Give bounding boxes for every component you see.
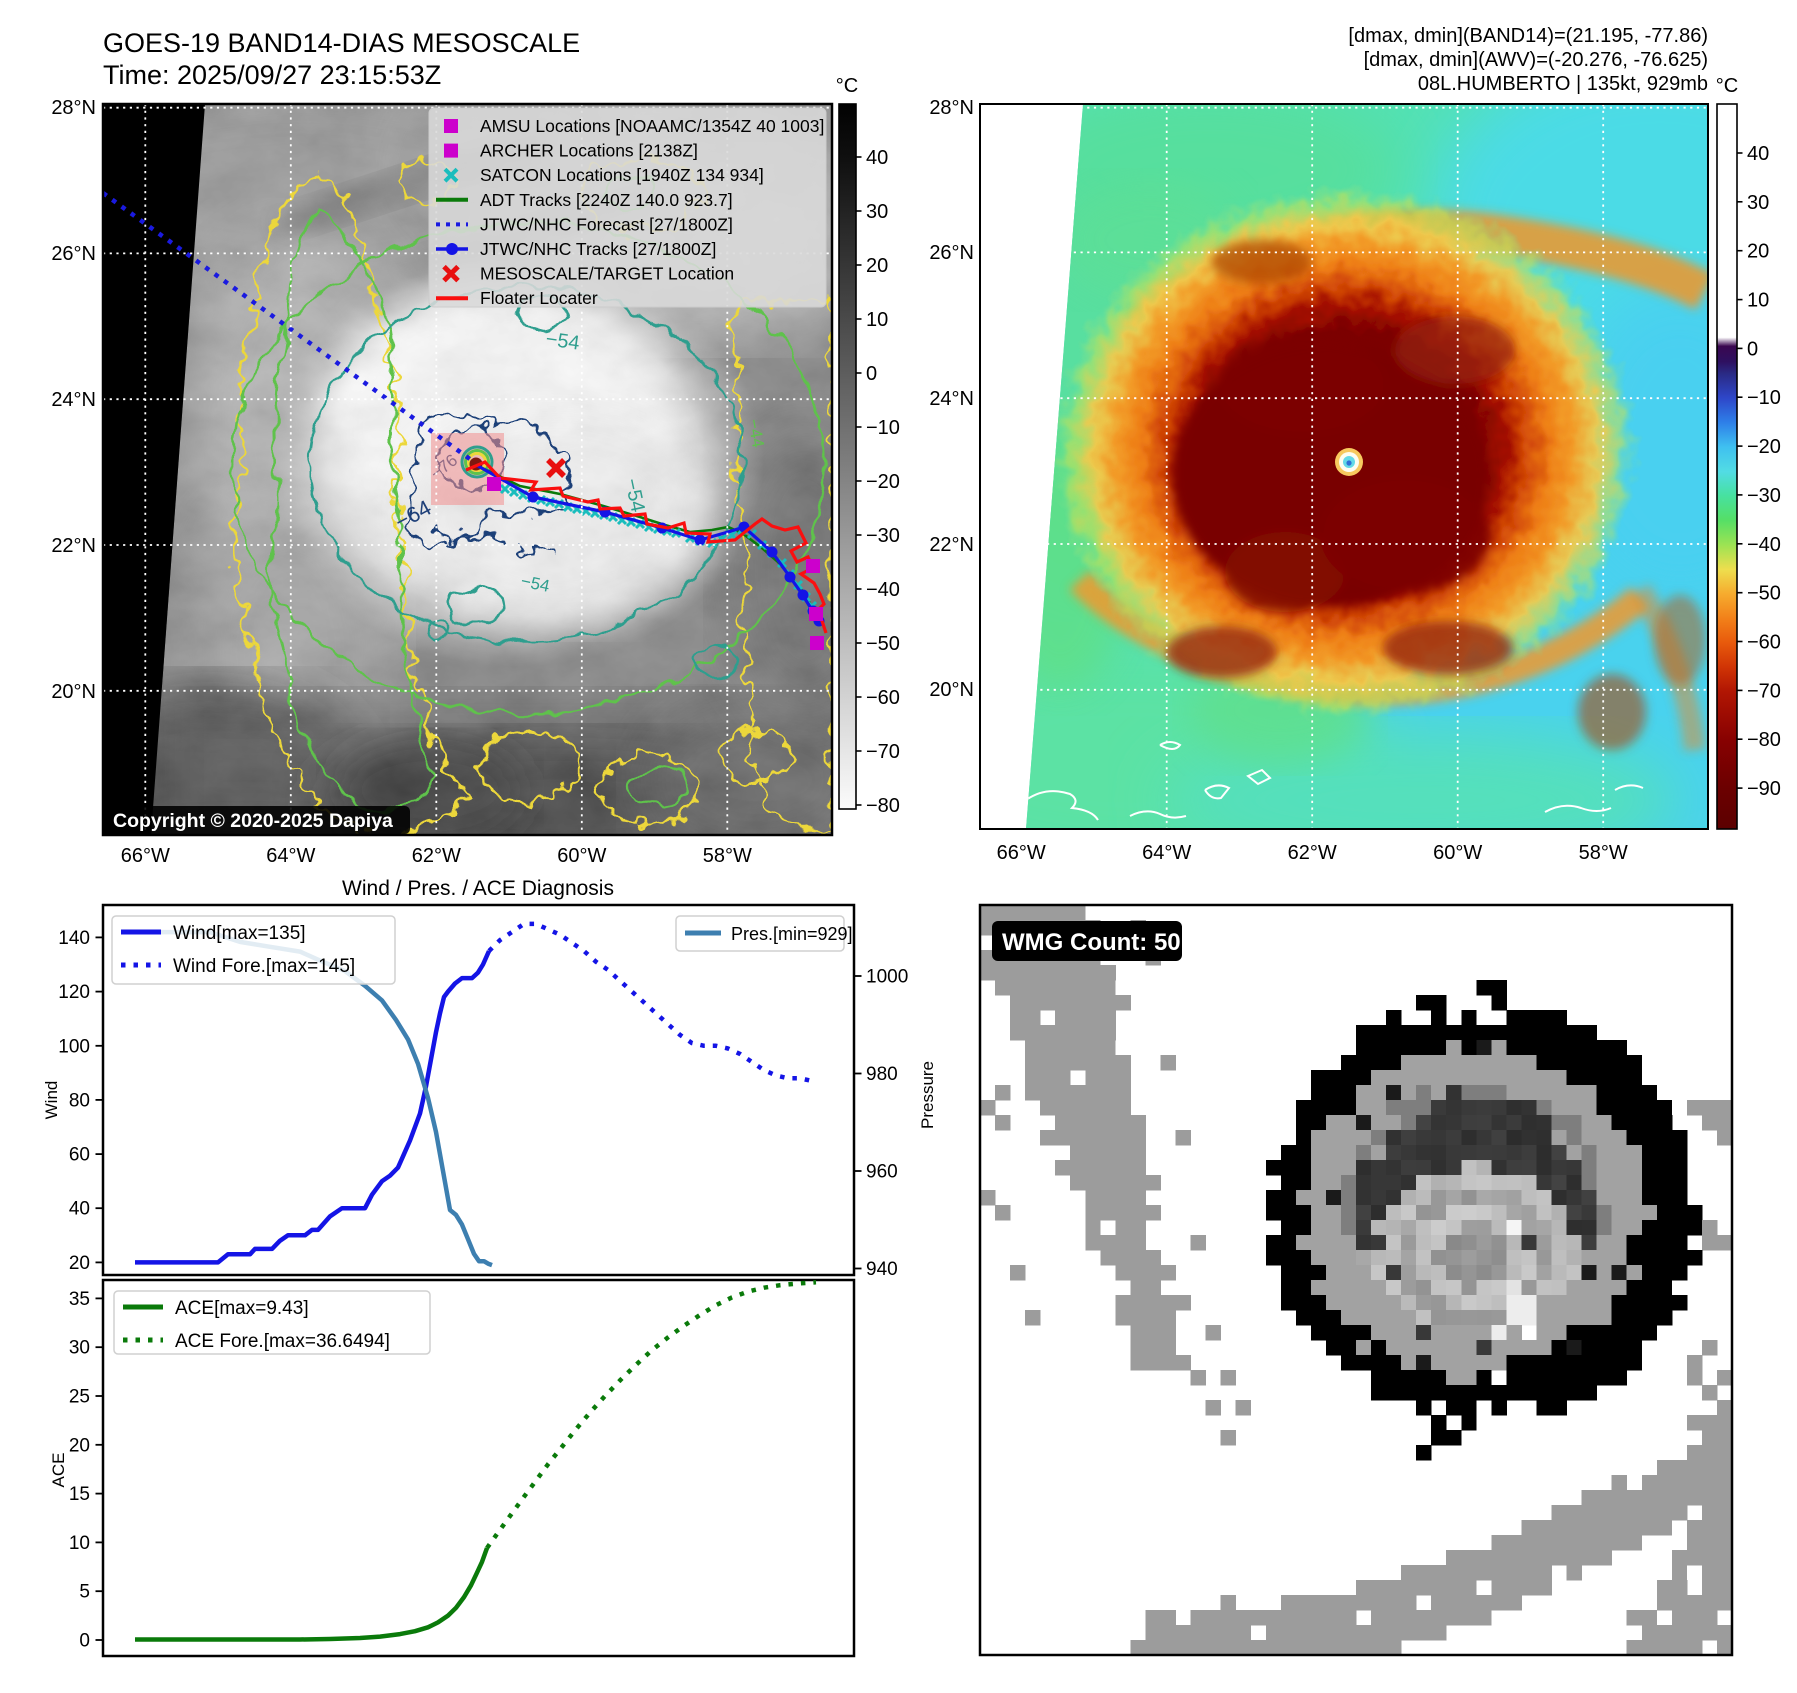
svg-text:[dmax, dmin](AWV)=(-20.276, -7: [dmax, dmin](AWV)=(-20.276, -76.625) — [1364, 49, 1708, 71]
svg-text:10: 10 — [1747, 290, 1769, 312]
svg-text:ACE Fore.[max=36.6494]: ACE Fore.[max=36.6494] — [175, 1331, 390, 1352]
svg-text:GOES-19 BAND14-DIAS MESOSCALE: GOES-19 BAND14-DIAS MESOSCALE — [103, 28, 580, 58]
svg-text:SATCON Locations [1940Z 134 93: SATCON Locations [1940Z 134 934] — [480, 165, 764, 185]
svg-text:20°N: 20°N — [51, 681, 96, 703]
svg-text:26°N: 26°N — [51, 243, 96, 265]
svg-text:Pres.[min=929]: Pres.[min=929] — [731, 924, 853, 944]
svg-text:−40: −40 — [1747, 534, 1781, 556]
svg-text:10: 10 — [866, 309, 888, 331]
svg-text:Wind / Pres. / ACE Diagnosis: Wind / Pres. / ACE Diagnosis — [342, 877, 614, 900]
svg-text:120: 120 — [58, 982, 90, 1003]
svg-text:AMSU Locations [NOAAMC/1354Z 4: AMSU Locations [NOAAMC/1354Z 40 1003] — [480, 116, 824, 136]
svg-text:24°N: 24°N — [51, 389, 96, 411]
svg-text:ADT Tracks [2240Z 140.0 923.7]: ADT Tracks [2240Z 140.0 923.7] — [480, 190, 733, 210]
svg-text:Pressure: Pressure — [918, 1061, 937, 1129]
svg-text:[dmax, dmin](BAND14)=(21.195,: [dmax, dmin](BAND14)=(21.195, -77.86) — [1348, 25, 1708, 47]
svg-text:0: 0 — [79, 1631, 90, 1652]
svg-text:Floater Locater: Floater Locater — [480, 288, 598, 308]
svg-text:°C: °C — [1716, 75, 1738, 97]
svg-text:20°N: 20°N — [929, 679, 974, 701]
svg-text:22°N: 22°N — [929, 534, 974, 556]
svg-text:22°N: 22°N — [51, 535, 96, 557]
svg-text:62°W: 62°W — [1288, 842, 1337, 864]
svg-text:58°W: 58°W — [703, 845, 752, 867]
svg-text:30: 30 — [69, 1338, 90, 1359]
svg-text:80: 80 — [69, 1090, 90, 1111]
svg-text:−50: −50 — [1747, 583, 1781, 605]
svg-text:JTWC/NHC Tracks [27/1800Z]: JTWC/NHC Tracks [27/1800Z] — [480, 239, 716, 259]
svg-text:28°N: 28°N — [929, 97, 974, 119]
svg-text:−40: −40 — [866, 579, 900, 601]
svg-text:−30: −30 — [1747, 485, 1781, 507]
svg-text:−80: −80 — [866, 795, 900, 817]
svg-text:08L.HUMBERTO | 135kt, 929mb: 08L.HUMBERTO | 135kt, 929mb — [1418, 73, 1708, 95]
svg-text:140: 140 — [58, 928, 90, 949]
svg-text:−70: −70 — [866, 741, 900, 763]
svg-text:960: 960 — [866, 1162, 898, 1183]
svg-text:62°W: 62°W — [412, 845, 461, 867]
svg-text:60°W: 60°W — [1433, 842, 1482, 864]
svg-text:−20: −20 — [866, 471, 900, 493]
svg-text:5: 5 — [79, 1582, 90, 1603]
svg-text:0: 0 — [1747, 338, 1758, 360]
svg-text:JTWC/NHC Forecast [27/1800Z]: JTWC/NHC Forecast [27/1800Z] — [480, 214, 733, 234]
svg-text:35: 35 — [69, 1289, 90, 1310]
svg-text:20: 20 — [69, 1253, 90, 1274]
svg-text:−10: −10 — [1747, 387, 1781, 409]
svg-text:30: 30 — [1747, 192, 1769, 214]
svg-text:980: 980 — [866, 1064, 898, 1085]
svg-text:−44: −44 — [744, 417, 768, 449]
svg-text:Copyright © 2020-2025 Dapiya: Copyright © 2020-2025 Dapiya — [113, 810, 393, 832]
svg-text:ACE[max=9.43]: ACE[max=9.43] — [175, 1298, 309, 1319]
svg-text:−54: −54 — [544, 328, 581, 355]
svg-text:60: 60 — [69, 1145, 90, 1166]
svg-text:40: 40 — [1747, 143, 1769, 165]
svg-text:Wind[max=135]: Wind[max=135] — [173, 923, 306, 944]
svg-text:20: 20 — [1747, 241, 1769, 263]
svg-text:1000: 1000 — [866, 967, 908, 988]
svg-text:WMG Count: 50: WMG Count: 50 — [1002, 929, 1181, 956]
svg-text:−60: −60 — [866, 687, 900, 709]
svg-text:−50: −50 — [866, 633, 900, 655]
svg-text:0: 0 — [866, 363, 877, 385]
svg-text:58°W: 58°W — [1579, 842, 1628, 864]
svg-text:66°W: 66°W — [121, 845, 170, 867]
svg-text:20: 20 — [69, 1435, 90, 1456]
svg-text:10: 10 — [69, 1533, 90, 1554]
svg-text:28°N: 28°N — [51, 97, 96, 119]
svg-text:−30: −30 — [866, 525, 900, 547]
svg-text:−10: −10 — [866, 417, 900, 439]
svg-text:−70: −70 — [1747, 680, 1781, 702]
svg-text:64°W: 64°W — [1142, 842, 1191, 864]
svg-text:−20: −20 — [1747, 436, 1781, 458]
svg-text:Wind: Wind — [42, 1081, 61, 1120]
svg-text:64°W: 64°W — [266, 845, 315, 867]
svg-text:940: 940 — [866, 1259, 898, 1280]
svg-text:−90: −90 — [1747, 778, 1781, 800]
svg-text:26°N: 26°N — [929, 242, 974, 264]
svg-text:MESOSCALE/TARGET Location: MESOSCALE/TARGET Location — [480, 264, 734, 284]
svg-text:°C: °C — [836, 75, 858, 97]
svg-text:24°N: 24°N — [929, 388, 974, 410]
svg-text:−80: −80 — [1747, 729, 1781, 751]
svg-text:25: 25 — [69, 1387, 90, 1408]
svg-text:20: 20 — [866, 255, 888, 277]
svg-text:100: 100 — [58, 1036, 90, 1057]
svg-text:Time: 2025/09/27 23:15:53Z: Time: 2025/09/27 23:15:53Z — [103, 60, 441, 90]
svg-text:15: 15 — [69, 1484, 90, 1505]
svg-text:30: 30 — [866, 201, 888, 223]
svg-text:ARCHER Locations [2138Z]: ARCHER Locations [2138Z] — [480, 141, 698, 161]
svg-text:−60: −60 — [1747, 632, 1781, 654]
svg-text:40: 40 — [866, 147, 888, 169]
svg-text:66°W: 66°W — [997, 842, 1046, 864]
svg-text:60°W: 60°W — [557, 845, 606, 867]
svg-text:ACE: ACE — [49, 1453, 68, 1488]
svg-text:Wind Fore.[max=145]: Wind Fore.[max=145] — [173, 956, 355, 977]
svg-text:40: 40 — [69, 1199, 90, 1220]
